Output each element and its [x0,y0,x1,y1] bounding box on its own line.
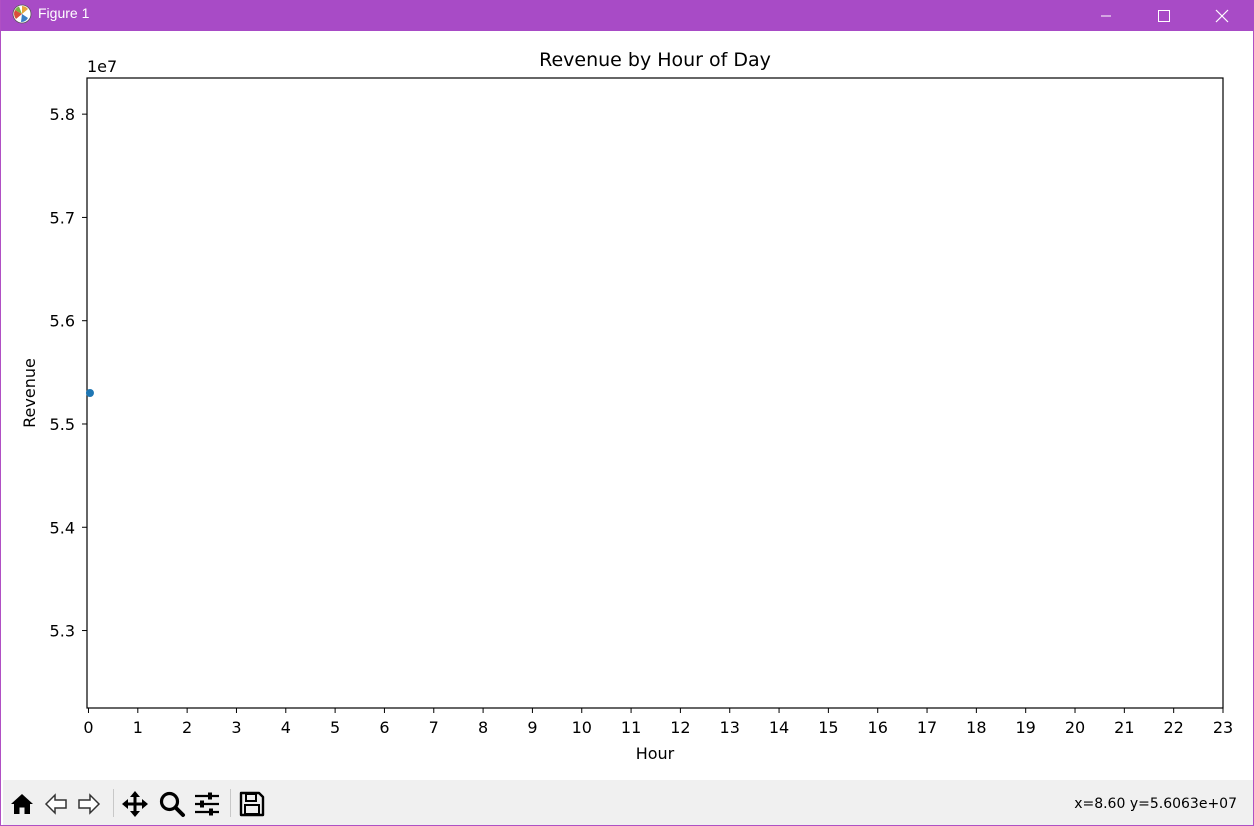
x-tick-label: 9 [527,718,537,737]
x-tick-label: 12 [670,718,690,737]
cursor-coordinates: x=8.60 y=5.6063e+07 [1074,796,1237,812]
x-tick-label: 16 [868,718,888,737]
x-tick-label: 19 [1016,718,1036,737]
home-icon [11,794,33,814]
x-tick-label: 14 [769,718,789,737]
y-axis-label: Revenue [20,358,39,428]
title-bar[interactable]: Figure 1 [1,0,1254,31]
x-tick-label: 23 [1213,718,1233,737]
x-tick-label: 10 [572,718,592,737]
forward-button[interactable] [74,789,104,819]
y-tick-label: 5.4 [50,518,75,537]
x-tick-label: 21 [1114,718,1134,737]
matplotlib-logo-icon [12,4,32,24]
x-tick-label: 22 [1163,718,1183,737]
pan-icon [122,791,148,817]
maximize-button[interactable] [1135,0,1193,31]
x-tick-label: 4 [281,718,291,737]
chart-svg: 0 1 2 3 4 5 6 7 8 9 10 11 12 13 14 15 16 17 18 19 20 21 22 235.… [20,49,1233,763]
back-button[interactable] [41,789,71,819]
x-tick-label: 6 [379,718,389,737]
x-tick-label: 0 [83,718,93,737]
x-tick-label: 7 [429,718,439,737]
toolbar-separator [230,789,231,817]
x-tick-label: 8 [478,718,488,737]
y-tick-label: 5.7 [50,208,75,227]
x-tick-label: 1 [133,718,143,737]
data-point [85,389,94,397]
y-tick-label: 5.8 [50,105,75,124]
y-tick-label: 5.6 [50,312,75,331]
x-tick-label: 11 [621,718,641,737]
x-tick-label: 15 [818,718,838,737]
x-axis-label: Hour [636,744,675,763]
x-tick-label: 13 [720,718,740,737]
home-button[interactable] [7,789,37,819]
back-arrow-icon [44,793,67,815]
x-tick-label: 5 [330,718,340,737]
configure-subplots-button[interactable] [192,789,222,819]
chart-title: Revenue by Hour of Day [539,49,771,71]
minimize-icon [1101,15,1111,16]
toolbar-separator [113,789,114,817]
x-tick-label: 3 [231,718,241,737]
forward-arrow-icon [78,793,101,815]
x-tick-label: 18 [966,718,986,737]
window-title: Figure 1 [38,5,90,21]
y-tick-label: 5.3 [50,622,75,641]
pan-button[interactable] [120,789,150,819]
x-tick-label: 20 [1065,718,1085,737]
save-icon [239,791,265,817]
zoom-icon [159,791,185,817]
navigation-toolbar: x=8.60 y=5.6063e+07 [3,780,1253,825]
y-tick-label: 5.5 [50,415,75,434]
plot-area [86,77,1224,709]
minimize-button[interactable] [1077,0,1135,31]
close-icon [1215,9,1229,22]
y-offset-text: 1e7 [87,57,117,76]
zoom-button[interactable] [157,789,187,819]
figure-canvas[interactable]: 0 1 2 3 4 5 6 7 8 9 10 11 12 13 14 15 16 17 18 19 20 21 22 23 5.… [3,31,1253,780]
x-tick-label: 17 [917,718,937,737]
configure-subplots-icon [195,792,219,816]
maximize-icon [1158,9,1170,22]
save-button[interactable] [237,789,267,819]
x-tick-label: 2 [182,718,192,737]
close-button[interactable] [1193,0,1251,31]
